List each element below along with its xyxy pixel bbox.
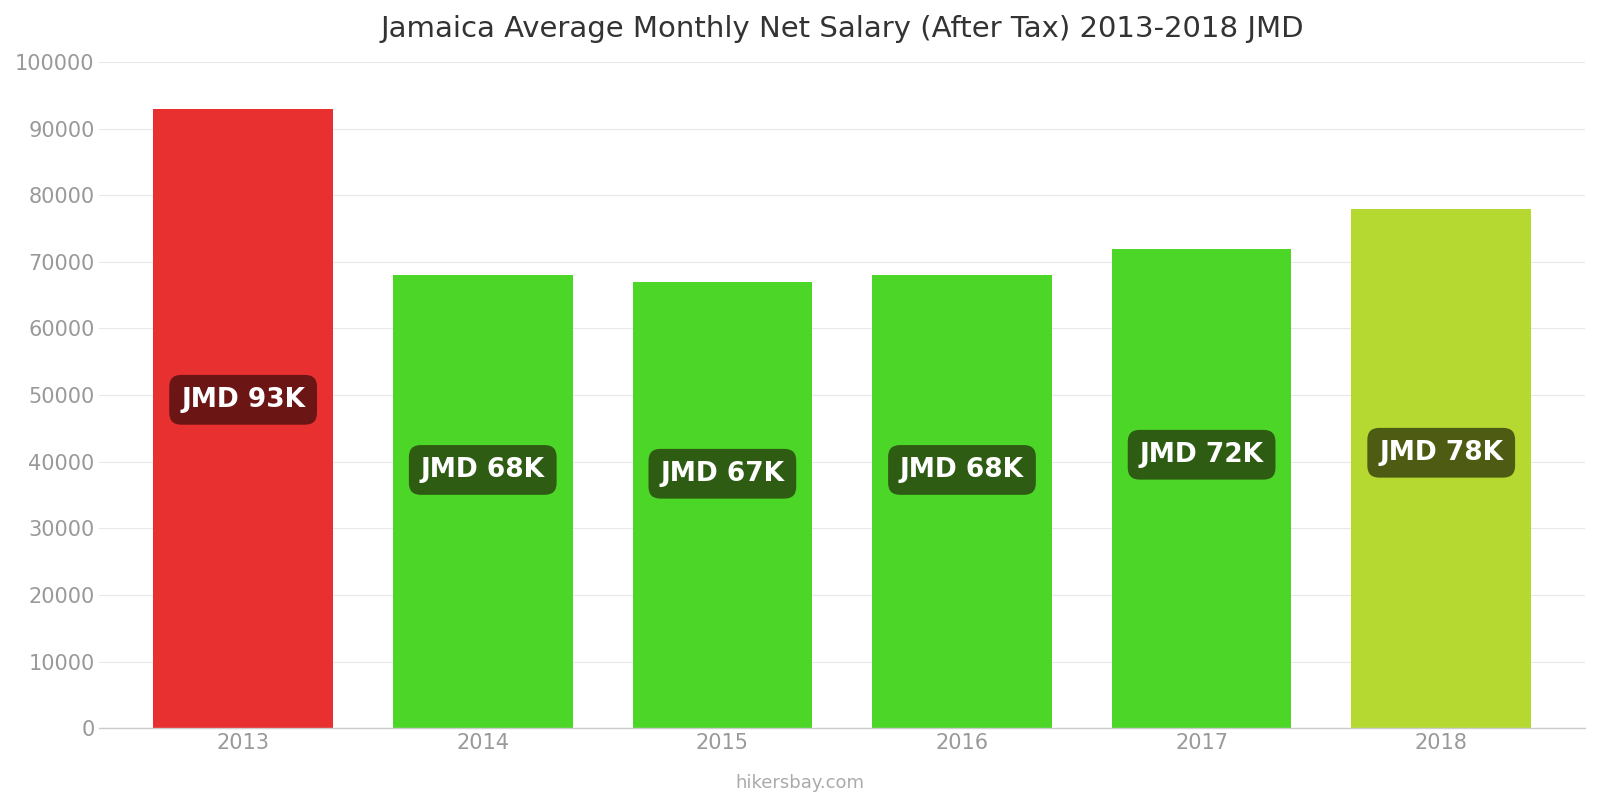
- Text: JMD 93K: JMD 93K: [181, 386, 306, 413]
- Text: hikersbay.com: hikersbay.com: [736, 774, 864, 792]
- Title: Jamaica Average Monthly Net Salary (After Tax) 2013-2018 JMD: Jamaica Average Monthly Net Salary (Afte…: [381, 15, 1304, 43]
- Text: JMD 67K: JMD 67K: [661, 461, 784, 486]
- Text: JMD 68K: JMD 68K: [899, 457, 1024, 483]
- Bar: [1352, 209, 1531, 728]
- Bar: [872, 275, 1051, 728]
- Bar: [632, 282, 813, 728]
- Bar: [1112, 249, 1291, 728]
- Text: JMD 72K: JMD 72K: [1139, 442, 1264, 468]
- Bar: [154, 109, 333, 728]
- Text: JMD 78K: JMD 78K: [1379, 440, 1504, 466]
- Bar: [394, 275, 573, 728]
- Text: JMD 68K: JMD 68K: [421, 457, 544, 483]
